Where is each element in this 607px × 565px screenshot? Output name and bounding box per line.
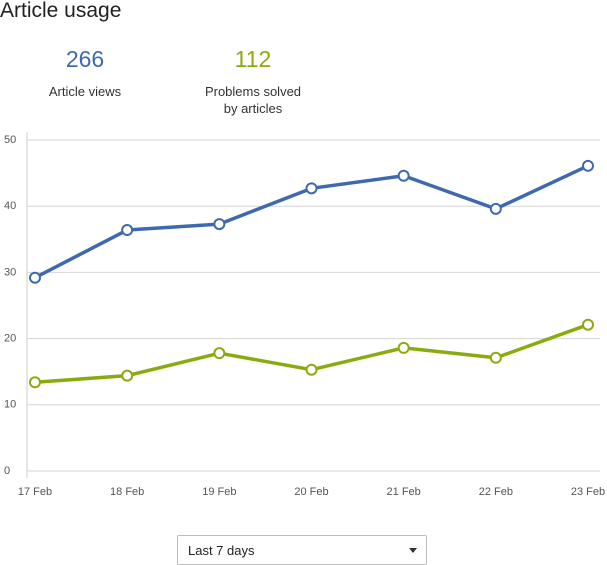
widget-title: Article usage — [0, 0, 122, 22]
x-tick-label: 21 Feb — [387, 486, 421, 498]
point — [582, 159, 594, 172]
range-dropdown[interactable]: Last 7 days — [177, 535, 427, 565]
dropdown-arrow — [409, 548, 417, 553]
x-tick-label: 20 Feb — [294, 486, 328, 498]
point — [29, 376, 41, 389]
stat: 112 Problems solved by articles — [188, 46, 318, 117]
x-tick-label: 19 Feb — [202, 486, 236, 498]
stat-value: 112 — [234, 46, 272, 72]
point — [121, 224, 134, 237]
dropdown-value: Last 7 days — [188, 543, 255, 558]
point — [213, 218, 226, 231]
y-tick-label: 30 — [4, 266, 16, 278]
x-tick-label: 23 Feb — [571, 486, 605, 498]
y-tick-label: 10 — [4, 399, 16, 411]
point — [213, 347, 226, 360]
y-tick-label: 20 — [4, 333, 16, 345]
stat-label: Problems solved by articles — [204, 84, 302, 116]
y-tick-label: 0 — [4, 465, 10, 477]
point — [121, 369, 134, 382]
point — [397, 341, 410, 354]
point — [305, 182, 318, 195]
point — [489, 202, 502, 215]
stat-value: 266 — [65, 46, 105, 72]
stat: 266 Article views — [20, 46, 150, 100]
x-tick-label: 22 Feb — [479, 486, 513, 498]
point — [305, 363, 318, 376]
chart: 0 10 20 30 40 50 17 Feb 18 Feb 19 Feb 20 Feb 21 Fe… — [4, 132, 605, 498]
x-tick-label: 18 Feb — [110, 486, 144, 498]
x-tick-label: 17 Feb — [18, 486, 52, 498]
point — [489, 351, 502, 364]
stat-label: Article views — [48, 84, 122, 99]
point — [29, 271, 41, 284]
y-tick-label: 50 — [4, 134, 16, 146]
y-tick-label: 40 — [4, 200, 16, 212]
point — [582, 318, 594, 331]
point — [397, 169, 410, 182]
